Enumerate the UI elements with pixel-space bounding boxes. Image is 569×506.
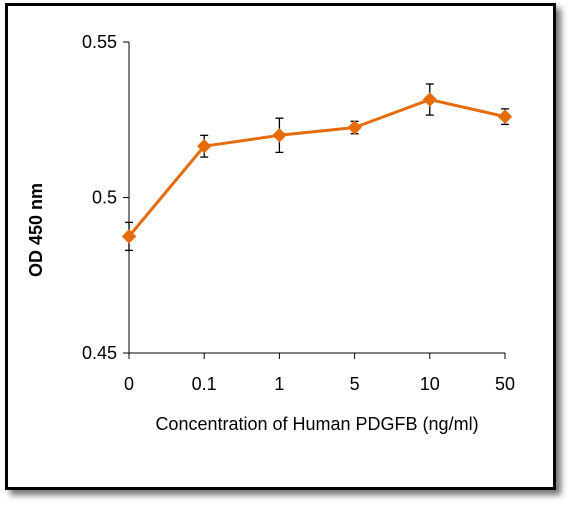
x-tick-label: 5 xyxy=(350,374,360,394)
y-tick-label: 0.55 xyxy=(82,32,117,52)
series-line xyxy=(127,98,506,238)
x-ticks: 0 0.1 1 5 10 50 xyxy=(124,353,515,394)
y-axis-label: OD 450 nm xyxy=(26,183,46,277)
chart-frame xyxy=(5,3,556,490)
y-tick-label: 0.5 xyxy=(92,188,117,208)
data-point xyxy=(422,92,438,107)
y-tick-label: 0.45 xyxy=(82,343,117,363)
data-point xyxy=(196,138,212,154)
data-point xyxy=(121,229,137,244)
data-point xyxy=(347,120,362,135)
data-point xyxy=(272,128,287,143)
series xyxy=(121,83,513,252)
data-point xyxy=(497,109,513,124)
x-tick-label: 10 xyxy=(420,374,440,394)
x-tick-label: 0.1 xyxy=(192,374,217,394)
y-ticks: 0.45 0.5 0.55 xyxy=(82,32,129,363)
x-tick-label: 0 xyxy=(124,374,134,394)
x-tick-label: 50 xyxy=(495,374,515,394)
x-axis-label: Concentration of Human PDGFB (ng/ml) xyxy=(155,414,478,434)
x-tick-label: 1 xyxy=(274,374,284,394)
axes xyxy=(128,42,505,354)
